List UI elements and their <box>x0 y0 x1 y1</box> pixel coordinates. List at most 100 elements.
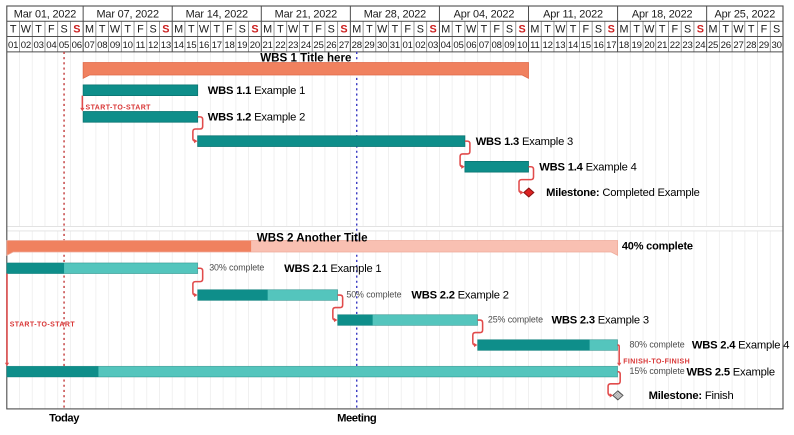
svg-text:S: S <box>506 24 513 36</box>
svg-text:W: W <box>110 24 121 36</box>
svg-text:WBS 1.2 Example 2: WBS 1.2 Example 2 <box>208 112 305 124</box>
svg-text:W: W <box>377 24 388 36</box>
svg-text:F: F <box>761 24 768 36</box>
svg-text:16: 16 <box>199 40 209 51</box>
svg-text:08: 08 <box>492 40 502 51</box>
svg-text:03: 03 <box>428 40 438 51</box>
svg-text:WBS 2.5 Example: WBS 2.5 Example <box>687 366 775 378</box>
svg-text:Mar 28, 2022: Mar 28, 2022 <box>364 8 426 20</box>
svg-text:03: 03 <box>33 40 43 51</box>
svg-text:02: 02 <box>21 40 31 51</box>
svg-text:S: S <box>328 24 335 36</box>
svg-text:Mar 01, 2022: Mar 01, 2022 <box>14 8 76 20</box>
svg-text:W: W <box>466 24 477 36</box>
svg-text:F: F <box>493 24 500 36</box>
svg-text:22: 22 <box>670 40 680 51</box>
svg-text:W: W <box>288 24 299 36</box>
svg-text:04: 04 <box>441 40 452 51</box>
svg-text:13: 13 <box>555 40 565 51</box>
svg-text:17: 17 <box>606 40 616 51</box>
svg-text:40% complete: 40% complete <box>622 241 693 253</box>
svg-text:S: S <box>697 24 704 36</box>
svg-text:Mar 07, 2022: Mar 07, 2022 <box>96 8 158 20</box>
svg-text:WBS 2.4 Example 4: WBS 2.4 Example 4 <box>692 340 789 352</box>
svg-text:Milestone: Completed Example: Milestone: Completed Example <box>546 187 700 199</box>
svg-text:17: 17 <box>212 40 222 51</box>
svg-text:M: M <box>619 24 628 36</box>
svg-text:T: T <box>35 24 42 36</box>
svg-text:S: S <box>60 24 67 36</box>
svg-text:Mar 14, 2022: Mar 14, 2022 <box>186 8 248 20</box>
svg-text:T: T <box>722 24 729 36</box>
svg-text:Meeting: Meeting <box>337 412 377 424</box>
svg-text:M: M <box>530 24 539 36</box>
svg-text:25: 25 <box>313 40 323 51</box>
svg-text:80% complete: 80% complete <box>630 339 685 349</box>
svg-text:23: 23 <box>682 40 692 51</box>
svg-text:WBS 1.3 Example 3: WBS 1.3 Example 3 <box>476 136 573 148</box>
svg-text:27: 27 <box>733 40 743 51</box>
svg-text:M: M <box>441 24 450 36</box>
svg-text:W: W <box>199 24 210 36</box>
svg-text:29: 29 <box>364 40 374 51</box>
svg-text:26: 26 <box>326 40 336 51</box>
svg-text:F: F <box>672 24 679 36</box>
svg-text:24: 24 <box>695 40 706 51</box>
svg-text:06: 06 <box>72 40 82 51</box>
svg-text:F: F <box>582 24 589 36</box>
svg-text:T: T <box>544 24 551 36</box>
svg-text:T: T <box>303 24 310 36</box>
svg-text:02: 02 <box>415 40 425 51</box>
svg-text:21: 21 <box>657 40 667 51</box>
svg-text:09: 09 <box>110 40 120 51</box>
svg-text:Milestone: Finish: Milestone: Finish <box>649 390 734 402</box>
svg-text:M: M <box>85 24 94 36</box>
svg-text:25% complete: 25% complete <box>488 314 543 324</box>
svg-text:05: 05 <box>59 40 69 51</box>
svg-text:20: 20 <box>644 40 654 51</box>
svg-text:T: T <box>99 24 106 36</box>
svg-text:T: T <box>188 24 195 36</box>
svg-text:09: 09 <box>504 40 514 51</box>
svg-text:S: S <box>595 24 602 36</box>
svg-text:S: S <box>340 24 347 36</box>
svg-text:F: F <box>226 24 233 36</box>
svg-text:30% complete: 30% complete <box>209 263 264 273</box>
svg-text:30: 30 <box>377 40 387 51</box>
svg-text:26: 26 <box>721 40 731 51</box>
svg-text:21: 21 <box>263 40 273 51</box>
svg-text:T: T <box>659 24 666 36</box>
svg-text:06: 06 <box>466 40 476 51</box>
svg-text:WBS 1.4 Example 4: WBS 1.4 Example 4 <box>539 161 636 173</box>
svg-text:10: 10 <box>123 40 133 51</box>
svg-text:WBS 2 Another Title: WBS 2 Another Title <box>257 231 368 244</box>
svg-text:05: 05 <box>453 40 463 51</box>
svg-text:50% complete: 50% complete <box>346 289 401 299</box>
svg-text:25: 25 <box>708 40 718 51</box>
svg-text:F: F <box>137 24 144 36</box>
svg-text:07: 07 <box>479 40 489 51</box>
svg-text:START-TO-START: START-TO-START <box>10 321 76 328</box>
svg-text:F: F <box>404 24 411 36</box>
svg-text:29: 29 <box>759 40 769 51</box>
svg-text:Today: Today <box>49 412 80 424</box>
svg-text:Apr 11, 2022: Apr 11, 2022 <box>543 8 603 20</box>
svg-text:F: F <box>315 24 322 36</box>
svg-text:T: T <box>10 24 17 36</box>
svg-text:FINISH-TO-FINISH: FINISH-TO-FINISH <box>623 359 690 366</box>
svg-text:WBS 1.1 Example 1: WBS 1.1 Example 1 <box>208 85 305 97</box>
svg-text:01: 01 <box>402 40 412 51</box>
svg-text:S: S <box>417 24 424 36</box>
svg-text:WBS 1 Title here: WBS 1 Title here <box>260 51 352 64</box>
svg-text:S: S <box>773 24 780 36</box>
svg-text:Apr 25, 2022: Apr 25, 2022 <box>715 8 776 20</box>
svg-text:M: M <box>174 24 183 36</box>
svg-text:T: T <box>633 24 640 36</box>
svg-text:22: 22 <box>275 40 285 51</box>
svg-text:Mar 21, 2022: Mar 21, 2022 <box>275 8 337 20</box>
svg-text:T: T <box>366 24 373 36</box>
svg-text:M: M <box>352 24 361 36</box>
svg-text:14: 14 <box>568 40 579 51</box>
svg-text:W: W <box>644 24 655 36</box>
svg-text:07: 07 <box>84 40 94 51</box>
